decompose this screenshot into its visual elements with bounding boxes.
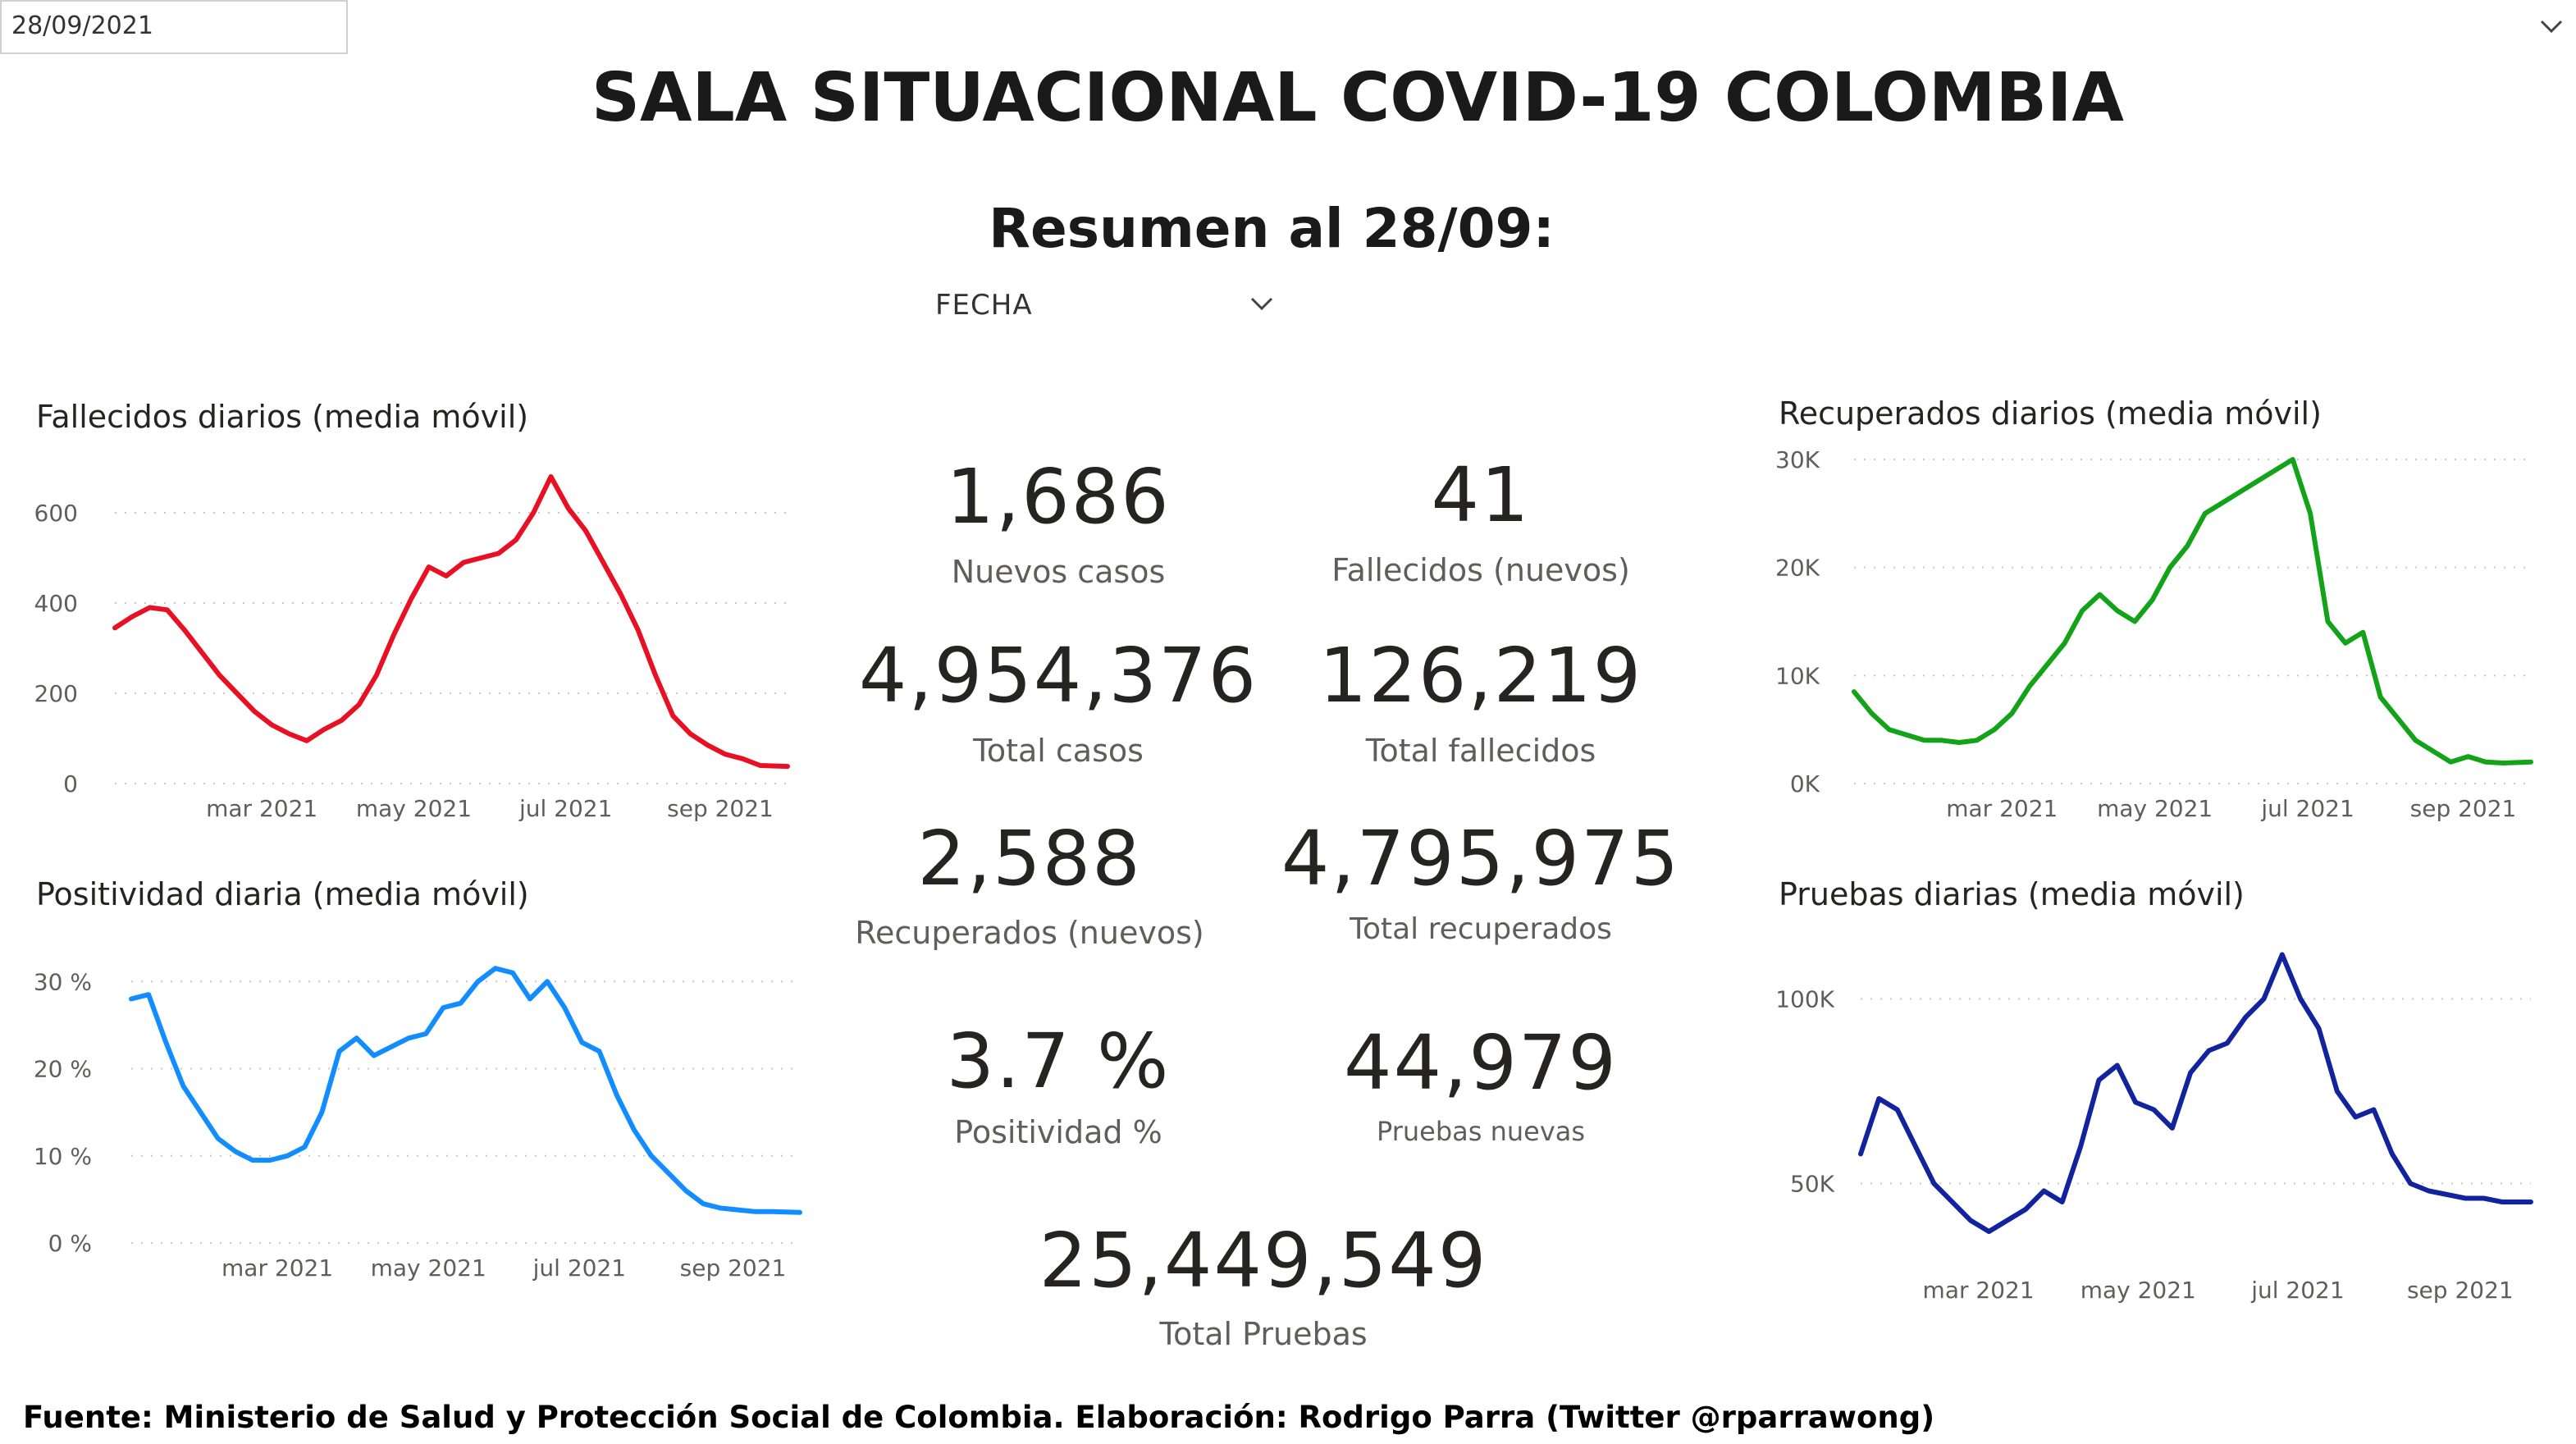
kpi-total-recuperados-value: 4,795,975 xyxy=(1281,815,1681,902)
pruebas-x-tick-label: jul 2021 xyxy=(2250,1277,2344,1304)
kpi-total-fallecidos-value: 126,219 xyxy=(1318,632,1643,720)
fallecidos-series-line xyxy=(112,474,790,770)
kpi-total-casos-value: 4,954,376 xyxy=(858,632,1258,720)
positividad-x-tick-label: may 2021 xyxy=(371,1254,486,1282)
recuperados-y-tick-label: 30K xyxy=(1775,446,1820,473)
chart-title-recuperados: Recuperados diarios (media móvil) xyxy=(1779,395,2322,432)
positividad-x-tick-label: sep 2021 xyxy=(680,1254,787,1282)
kpi-nuevos-casos-label: Nuevos casos xyxy=(951,554,1166,590)
kpi-positividad-label: Positividad % xyxy=(954,1114,1162,1150)
kpi-fallecidos-nuevos-value: 41 xyxy=(1431,451,1531,539)
kpi-fallecidos-nuevos-label: Fallecidos (nuevos) xyxy=(1331,552,1630,588)
positividad-y-tick-label: 20 % xyxy=(34,1056,92,1083)
recuperados-series-line xyxy=(1852,457,2533,765)
fallecidos-x-tick-label: sep 2021 xyxy=(667,795,774,822)
kpi-pruebas-nuevas-value: 44,979 xyxy=(1344,1019,1618,1107)
date-filter-dropdown[interactable]: 28/09/2021 xyxy=(0,0,2563,54)
kpi-pruebas-nuevas-label: Pruebas nuevas xyxy=(1376,1116,1586,1147)
footer-source: Fuente: Ministerio de Salud y Protección… xyxy=(23,1400,1935,1435)
pruebas-y-tick-label: 50K xyxy=(1790,1171,1835,1198)
fallecidos-x-tick-label: mar 2021 xyxy=(206,795,317,822)
kpi-positividad-value: 3.7 % xyxy=(946,1017,1171,1105)
recuperados-x-tick-label: mar 2021 xyxy=(1946,795,2058,822)
kpi-total-fallecidos-label: Total fallecidos xyxy=(1365,733,1596,769)
chart-title-positividad: Positividad diaria (media móvil) xyxy=(36,876,529,912)
chart-title-fallecidos: Fallecidos diarios (media móvil) xyxy=(36,399,529,435)
positividad-y-tick-label: 10 % xyxy=(34,1143,92,1170)
chart-title-pruebas: Pruebas diarias (media móvil) xyxy=(1779,876,2245,912)
positividad-x-tick-label: mar 2021 xyxy=(222,1254,333,1282)
fallecidos-x-tick-label: jul 2021 xyxy=(518,795,612,822)
page-subtitle: Resumen al 28/09: xyxy=(989,197,1555,260)
pruebas-y-tick-label: 100K xyxy=(1775,986,1834,1013)
recuperados-y-tick-label: 0K xyxy=(1790,770,1820,797)
kpi-recuperados-nuevos-label: Recuperados (nuevos) xyxy=(855,915,1204,951)
kpi-nuevos-casos-value: 1,686 xyxy=(946,453,1171,541)
pruebas-x-tick-label: may 2021 xyxy=(2080,1277,2196,1304)
pruebas-x-tick-label: sep 2021 xyxy=(2407,1277,2514,1304)
page-title: SALA SITUACIONAL COVID-19 COLOMBIA xyxy=(591,59,2125,137)
recuperados-y-tick-label: 20K xyxy=(1775,555,1820,582)
kpi-total-casos-label: Total casos xyxy=(973,733,1144,769)
recuperados-y-tick-label: 10K xyxy=(1775,662,1820,689)
kpi-total-pruebas-label: Total Pruebas xyxy=(1159,1316,1368,1352)
positividad-series-line xyxy=(129,966,802,1215)
fallecidos-y-tick-label: 600 xyxy=(34,500,78,527)
fallecidos-y-tick-label: 200 xyxy=(34,680,78,707)
positividad-y-tick-label: 30 % xyxy=(34,968,92,995)
kpi-total-recuperados-label: Total recuperados xyxy=(1350,912,1612,946)
chevron-down-icon[interactable] xyxy=(1245,287,1278,320)
kpi-total-pruebas-value: 25,449,549 xyxy=(1039,1217,1488,1305)
recuperados-x-tick-label: may 2021 xyxy=(2097,795,2213,822)
recuperados-x-tick-label: jul 2021 xyxy=(2260,795,2354,822)
recuperados-x-tick-label: sep 2021 xyxy=(2410,795,2517,822)
positividad-y-tick-label: 0 % xyxy=(48,1230,92,1257)
pruebas-x-tick-label: mar 2021 xyxy=(1923,1277,2035,1304)
positividad-x-tick-label: jul 2021 xyxy=(532,1254,626,1282)
chevron-down-icon xyxy=(2540,20,2563,34)
kpi-recuperados-nuevos-value: 2,588 xyxy=(917,815,1142,902)
date-filter-value: 28/09/2021 xyxy=(11,11,153,40)
fallecidos-x-tick-label: may 2021 xyxy=(356,795,472,822)
fallecidos-y-tick-label: 400 xyxy=(34,590,78,617)
date-filter-label: FECHA xyxy=(935,289,1033,322)
pruebas-series-line xyxy=(1858,952,2533,1234)
fallecidos-y-tick-label: 0 xyxy=(63,770,78,797)
